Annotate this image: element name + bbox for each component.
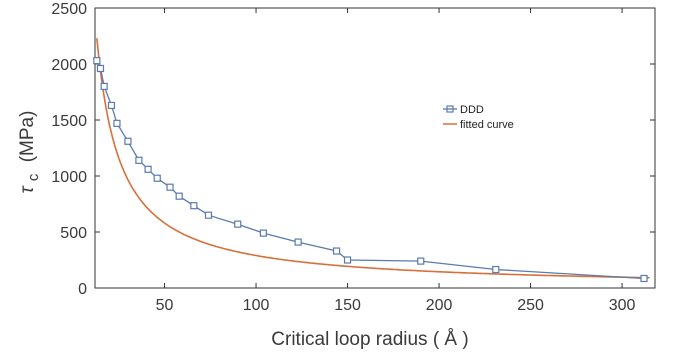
fitted-curve-line	[96, 38, 650, 279]
ddd-point	[96, 64, 105, 73]
y-axis-symbol: τ	[17, 184, 38, 193]
axes	[94, 7, 656, 289]
y-axis-unit: (MPa)	[17, 111, 38, 163]
ddd-point	[107, 101, 116, 110]
ddd-point	[190, 202, 198, 210]
svg-text:τ c (MPa): τ c (MPa)	[17, 111, 43, 194]
ddd-point	[175, 192, 183, 200]
ddd-point	[153, 174, 161, 182]
ddd-point	[166, 183, 174, 191]
ddd-point	[640, 274, 648, 283]
x-tick-label: 150	[334, 297, 361, 314]
y-tick-label: 1500	[51, 113, 87, 130]
x-tick-label: 100	[243, 297, 270, 314]
x-tick-label: 300	[609, 297, 636, 314]
ddd-point	[135, 156, 143, 164]
ddd-point	[144, 165, 152, 173]
x-tick-label: 250	[517, 297, 544, 314]
ddd-point	[294, 238, 302, 246]
y-tick-label: 2500	[51, 1, 87, 18]
legend-ddd-marker	[446, 105, 454, 113]
ddd-point	[417, 257, 425, 265]
ddd-point	[492, 265, 500, 274]
x-axis-title: Critical loop radius ( Å )	[271, 329, 468, 350]
legend-item-ddd: DDD	[443, 104, 484, 116]
ddd-point	[332, 247, 341, 255]
legend-fitted-curve-label: fitted curve	[460, 119, 514, 131]
legend-ddd-label: DDD	[460, 104, 484, 116]
x-tick-label: 200	[426, 297, 453, 314]
y-tick-label: 2000	[51, 57, 87, 74]
legend-item-fitted-curve: fitted curve	[443, 119, 514, 131]
ddd-point	[259, 229, 267, 237]
y-ticks: 0 500 1000 1500 2000 2500	[51, 1, 655, 298]
ddd-point	[100, 82, 108, 91]
y-tick-label: 0	[78, 281, 87, 298]
legend: DDD fitted curve	[443, 104, 514, 131]
ddd-point	[204, 211, 213, 219]
ddd-point	[343, 256, 352, 264]
ddd-line	[96, 60, 645, 280]
y-axis-subscript: c	[25, 173, 42, 181]
x-tick-label: 50	[156, 297, 174, 314]
y-tick-label: 1000	[51, 169, 87, 186]
x-ticks: 50 100 150 200 250 300	[156, 8, 636, 314]
plot-frame	[94, 7, 656, 289]
ddd-point	[93, 57, 101, 65]
ddd-series	[93, 57, 648, 283]
fitted-curve-series	[96, 38, 650, 279]
ddd-point	[113, 119, 121, 127]
y-axis-title: τ c (MPa)	[17, 111, 43, 194]
y-tick-label: 500	[60, 225, 87, 242]
ddd-point	[124, 137, 132, 145]
ddd-point	[234, 220, 242, 228]
